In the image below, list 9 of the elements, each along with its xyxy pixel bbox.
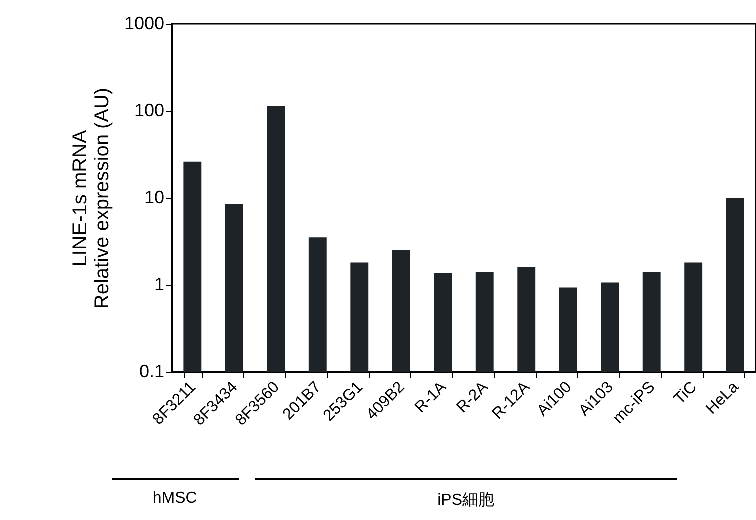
y-tick-label: 0.1 bbox=[139, 362, 164, 382]
y-tick-label: 1 bbox=[154, 274, 164, 294]
text: iPS細胞 bbox=[436, 491, 496, 511]
y-tick-label: 100 bbox=[134, 100, 164, 120]
x-tick-label: TiC bbox=[671, 378, 700, 408]
text: hMSC bbox=[152, 490, 198, 508]
y-tick-label: 1000 bbox=[124, 14, 164, 34]
y-tick-label: 10 bbox=[144, 188, 164, 208]
y-axis-title: LINE-1s mRNA Relative expression (AU) bbox=[69, 88, 114, 310]
